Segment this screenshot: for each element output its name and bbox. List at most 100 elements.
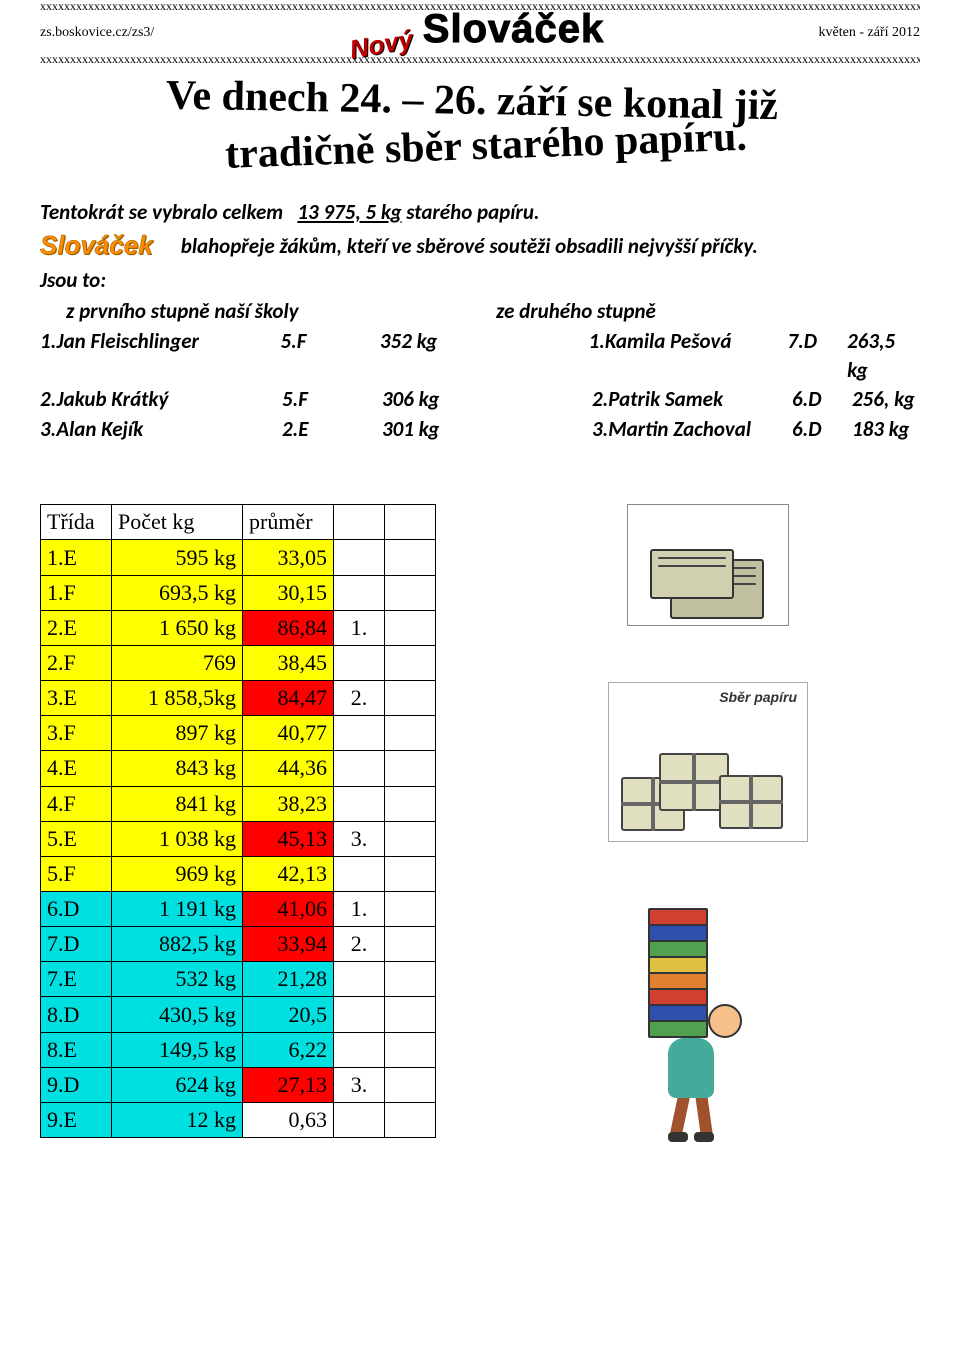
winner-left-kg: 352 kg [380,327,589,386]
intro-text-c: starého papíru. [406,199,539,225]
border-bottom: xxxxxxxxxxxxxxxxxxxxxxxxxxxxxxxxxxxxxxxx… [40,53,920,66]
cell-rank: 3. [334,821,385,856]
th-rank [334,505,385,540]
carrying-books-image [608,898,808,1138]
cell-pocet: 843 kg [112,751,243,786]
winner-right-name: 2.Patrik Samek [592,385,792,414]
cell-empty [385,645,436,680]
cell-rank [334,575,385,610]
masthead-name: Slováček [423,7,604,51]
intro-congrats: blahopřeje žákům, kteří ve sběrové soutě… [181,231,758,261]
intro-line3: Jsou to: [40,265,920,295]
table-row: 2.E1 650 kg86,841. [41,610,436,645]
cell-empty [385,716,436,751]
cell-rank [334,1032,385,1067]
table-row: 6.D1 191 kg41,061. [41,891,436,926]
winner-row: 1.Jan Fleischlinger5.F352 kg1.Kamila Peš… [40,327,920,386]
paper-stack-image [627,504,789,626]
table-row: 5.F969 kg42,13 [41,856,436,891]
cell-rank [334,716,385,751]
table-row: 7.D882,5 kg33,942. [41,927,436,962]
cell-rank [334,1102,385,1137]
winners-header-left: z prvního stupně naší školy [40,297,496,326]
cell-empty [385,1067,436,1102]
cell-trida: 2.F [41,645,112,680]
cell-empty [385,681,436,716]
sber-label: Sběr papíru [719,689,797,705]
cell-trida: 5.F [41,856,112,891]
intro-block: Tentokrát se vybralo celkem 13 975, 5 kg… [40,197,920,296]
cell-pocet: 624 kg [112,1067,243,1102]
cell-trida: 9.D [41,1067,112,1102]
cell-pocet: 1 650 kg [112,610,243,645]
cell-trida: 2.E [41,610,112,645]
cell-pocet: 1 038 kg [112,821,243,856]
cell-rank [334,997,385,1032]
cell-prumer: 30,15 [243,575,334,610]
cell-rank: 2. [334,681,385,716]
cell-empty [385,540,436,575]
cell-rank [334,751,385,786]
cell-prumer: 6,22 [243,1032,334,1067]
winner-right-kg: 263,5 kg [847,327,920,386]
th-prumer: průměr [243,505,334,540]
cell-prumer: 45,13 [243,821,334,856]
table-row: 8.E149,5 kg6,22 [41,1032,436,1067]
th-empty [385,505,436,540]
cell-pocet: 12 kg [112,1102,243,1137]
cell-empty [385,786,436,821]
cell-prumer: 21,28 [243,962,334,997]
intro-line2: Slováček blahopřeje žákům, kteří ve sběr… [40,227,920,265]
sber-papiru-image: Sběr papíru [608,682,808,842]
th-pocet: Počet kg [112,505,243,540]
cell-prumer: 42,13 [243,856,334,891]
cell-trida: 1.F [41,575,112,610]
cell-trida: 4.E [41,751,112,786]
intro-total-kg: 13 975, 5 kg [297,199,401,225]
cell-pocet: 882,5 kg [112,927,243,962]
cell-empty [385,610,436,645]
th-trida: Třída [41,505,112,540]
cell-trida: 8.E [41,1032,112,1067]
cell-prumer: 27,13 [243,1067,334,1102]
winner-left-name: 2.Jakub Krátký [40,385,282,414]
winner-right-kg: 256, kg [852,385,915,414]
winner-right-class: 7.D [787,327,847,386]
cell-prumer: 86,84 [243,610,334,645]
table-row: 9.E12 kg0,63 [41,1102,436,1137]
cell-prumer: 84,47 [243,681,334,716]
cell-prumer: 41,06 [243,891,334,926]
table-row: 3.F897 kg40,77 [41,716,436,751]
cell-rank [334,856,385,891]
cell-rank [334,962,385,997]
cell-trida: 4.F [41,786,112,821]
cell-prumer: 33,94 [243,927,334,962]
issue-date: květen - září 2012 [819,25,920,42]
slovacek-logo-small: Slováček [40,227,153,265]
winner-right-class: 6.D [792,385,852,414]
cell-pocet: 430,5 kg [112,997,243,1032]
table-row: 8.D430,5 kg20,5 [41,997,436,1032]
intro-text-a: Tentokrát se vybralo celkem [40,199,283,225]
table-row: 4.F841 kg38,23 [41,786,436,821]
cell-pocet: 1 858,5kg [112,681,243,716]
cell-empty [385,997,436,1032]
class-table: TřídaPočet kgprůměr1.E595 kg33,051.F693,… [40,504,436,1138]
cell-prumer: 20,5 [243,997,334,1032]
cell-rank [334,786,385,821]
cell-empty [385,856,436,891]
winner-left-kg: 306 kg [382,385,592,414]
table-row: 5.E1 038 kg45,133. [41,821,436,856]
cell-rank: 3. [334,1067,385,1102]
cell-prumer: 38,45 [243,645,334,680]
cell-trida: 7.E [41,962,112,997]
mid-section: TřídaPočet kgprůměr1.E595 kg33,051.F693,… [40,504,920,1138]
winner-right-class: 6.D [792,415,852,444]
cell-trida: 8.D [41,997,112,1032]
cell-prumer: 38,23 [243,786,334,821]
winner-right-name: 1.Kamila Pešová [589,327,788,386]
cell-empty [385,575,436,610]
winners-headers: z prvního stupně naší školy ze druhého s… [40,297,920,326]
cell-pocet: 149,5 kg [112,1032,243,1067]
cell-empty [385,891,436,926]
